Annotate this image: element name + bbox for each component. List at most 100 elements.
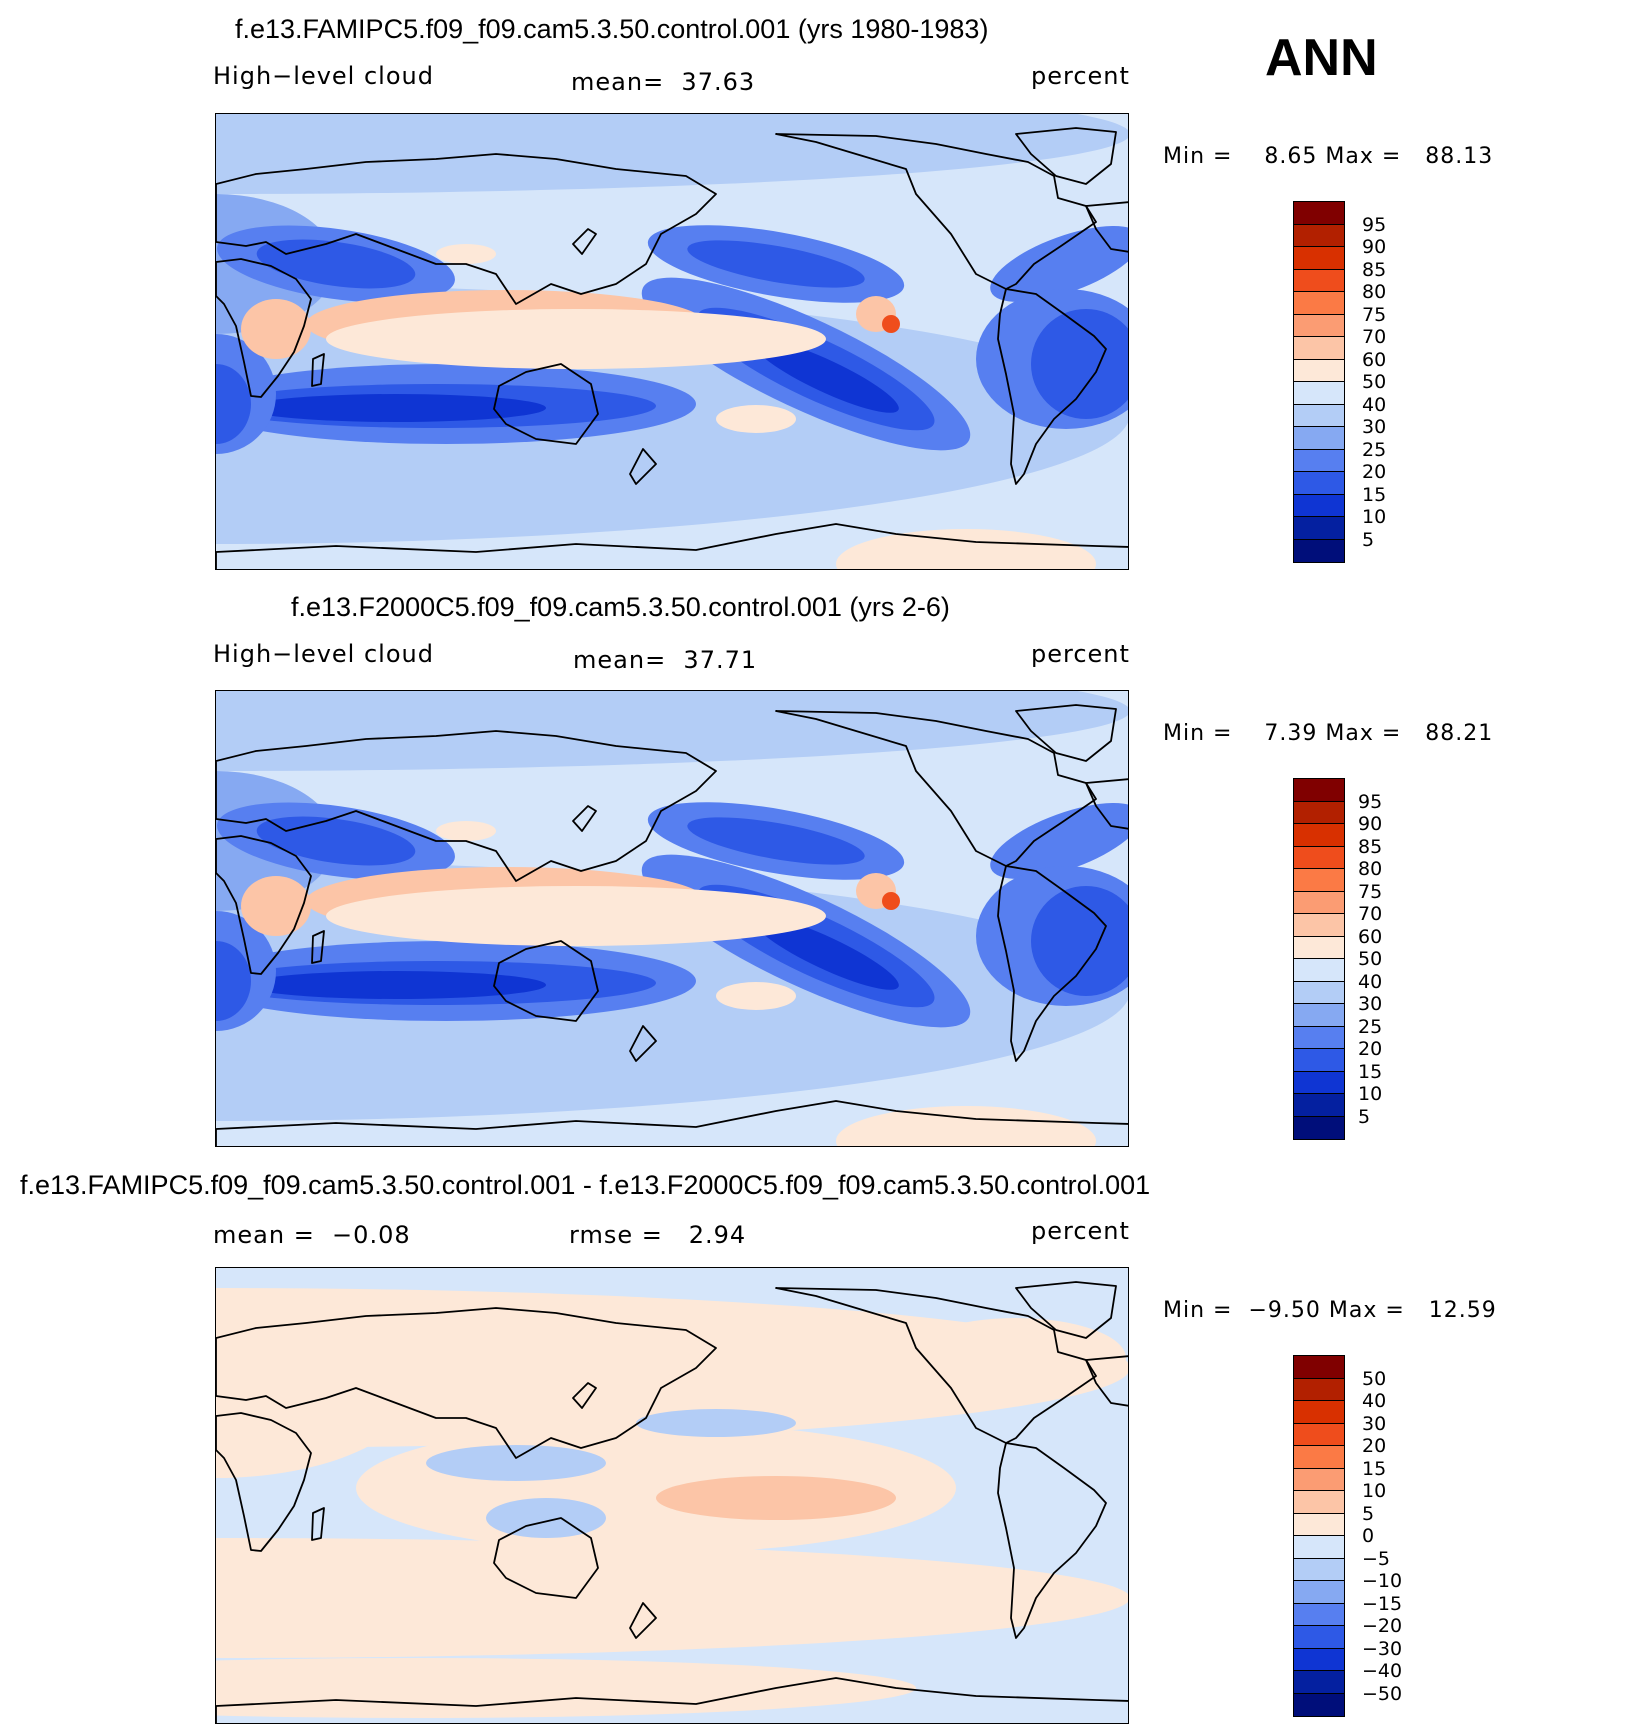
panel-3-map [215, 1267, 1129, 1724]
coastline [493, 940, 599, 1022]
colorbar-tick-label: 70 [1358, 903, 1383, 925]
coastline [216, 1412, 312, 1552]
colorbar-swatch [1294, 314, 1344, 337]
contour-fill [636, 1409, 796, 1437]
panel-2-units-label: percent [1031, 640, 1130, 668]
colorbar-swatch [1294, 1648, 1344, 1671]
contour-fill [990, 803, 1128, 879]
coastline [493, 1517, 599, 1599]
colorbar-tick-label: 60 [1362, 348, 1387, 371]
contour-fill [426, 1445, 606, 1481]
contour-fill [216, 114, 1128, 194]
colorbar-tick-label: 90 [1362, 236, 1387, 258]
coastline [1085, 201, 1128, 253]
colorbar-tick-label: −20 [1362, 1615, 1403, 1637]
colorbar-tick-label: 85 [1358, 835, 1383, 858]
coastline [216, 258, 312, 398]
colorbar-swatch [1294, 404, 1344, 427]
colorbar-swatch [1294, 981, 1344, 1004]
coastline [1015, 704, 1117, 762]
colorbar-swatch [1294, 494, 1344, 517]
colorbar-tick-label: 20 [1358, 1038, 1383, 1060]
colorbar-tick-label: 30 [1362, 416, 1387, 438]
colorbar-swatch [1294, 1536, 1344, 1559]
coastline [1085, 1355, 1128, 1407]
colorbar-swatch [1294, 1513, 1344, 1536]
panel-1-colorbar [1293, 201, 1345, 563]
panel-1-title: f.e13.FAMIPC5.f09_f09.cam5.3.50.control.… [235, 14, 989, 44]
colorbar-swatch [1294, 1491, 1344, 1514]
colorbar-swatch [1294, 1603, 1344, 1626]
contour-fill [1031, 886, 1128, 996]
panel-2-variable-label: High−level cloud [213, 640, 434, 668]
coastline [629, 1602, 657, 1639]
colorbar-swatch [1294, 292, 1344, 315]
contour-fill [216, 1658, 916, 1718]
panel-3-title: f.e13.FAMIPC5.f09_f09.cam5.3.50.control.… [20, 1170, 1151, 1200]
contour-fill [241, 876, 311, 936]
contour-fill [753, 916, 899, 990]
colorbar-tick-label: 5 [1362, 528, 1375, 551]
contour-fill [436, 244, 496, 264]
colorbar-tick-label: 10 [1358, 1083, 1383, 1105]
coastline [775, 133, 1097, 290]
colorbar-swatch [1294, 1693, 1344, 1716]
contour-fill [436, 821, 496, 841]
contour-fill [906, 1318, 1126, 1398]
colorbar-swatch [1294, 1468, 1344, 1491]
contour-fill [241, 299, 311, 359]
colorbar-tick-label: 20 [1362, 1435, 1387, 1457]
panel-1-minmax: Min = 8.65 Max = 88.13 [1163, 144, 1494, 169]
colorbar-tick-label: 25 [1362, 438, 1387, 461]
contour-fill [246, 394, 546, 422]
coastline [775, 1287, 1097, 1444]
colorbar-swatch [1294, 959, 1344, 982]
colorbar-tick-label: 50 [1362, 1367, 1387, 1390]
contour-fill [687, 240, 865, 288]
panel-3-units-label: percent [1031, 1217, 1130, 1245]
colorbar-swatch [1294, 517, 1344, 540]
coastline [1015, 127, 1117, 185]
coastline [216, 835, 312, 975]
colorbar-tick-label: 75 [1358, 880, 1383, 903]
colorbar-tick-label: 40 [1358, 970, 1383, 993]
colorbar-swatch [1294, 1401, 1344, 1424]
contour-fill [656, 1476, 896, 1520]
panel-2-minmax: Min = 7.39 Max = 88.21 [1163, 721, 1494, 746]
colorbar-tick-label: 70 [1362, 326, 1387, 348]
contour-fill [882, 892, 900, 910]
panel-1-map [215, 113, 1129, 570]
coastline [216, 153, 717, 305]
colorbar-swatch [1294, 1094, 1344, 1117]
coastline [311, 353, 325, 387]
colorbar-swatch [1294, 1626, 1344, 1649]
colorbar-swatch [1294, 382, 1344, 405]
colorbar-tick-label: 95 [1358, 790, 1383, 813]
panel-2-colorbar [1293, 778, 1345, 1140]
contour-fill [753, 339, 899, 413]
coastline [997, 288, 1107, 485]
coastline [997, 865, 1107, 1062]
colorbar-tick-label: −30 [1362, 1637, 1403, 1660]
panel-1-units-label: percent [1031, 62, 1130, 90]
coastline [572, 1382, 597, 1409]
coastline [216, 1100, 1128, 1146]
colorbar-tick-label: 50 [1358, 948, 1383, 970]
colorbar-tick-label: 40 [1362, 1390, 1387, 1412]
panel-1-mean-label: mean= 37.63 [571, 68, 756, 96]
colorbar-swatch [1294, 1581, 1344, 1604]
contour-fill [716, 982, 796, 1010]
panel-3-minmax: Min = −9.50 Max = 12.59 [1163, 1298, 1497, 1323]
colorbar-swatch [1294, 359, 1344, 382]
colorbar-swatch [1294, 801, 1344, 824]
colorbar-swatch [1294, 337, 1344, 360]
colorbar-swatch [1294, 247, 1344, 270]
colorbar-tick-label: 15 [1362, 1457, 1387, 1480]
contour-fill [326, 309, 826, 369]
contour-fill [990, 226, 1128, 302]
contour-fill [836, 1106, 1096, 1146]
panel-2-map [215, 690, 1129, 1147]
colorbar-tick-label: 60 [1358, 925, 1383, 948]
coastline [1085, 778, 1128, 830]
colorbar-swatch [1294, 846, 1344, 869]
